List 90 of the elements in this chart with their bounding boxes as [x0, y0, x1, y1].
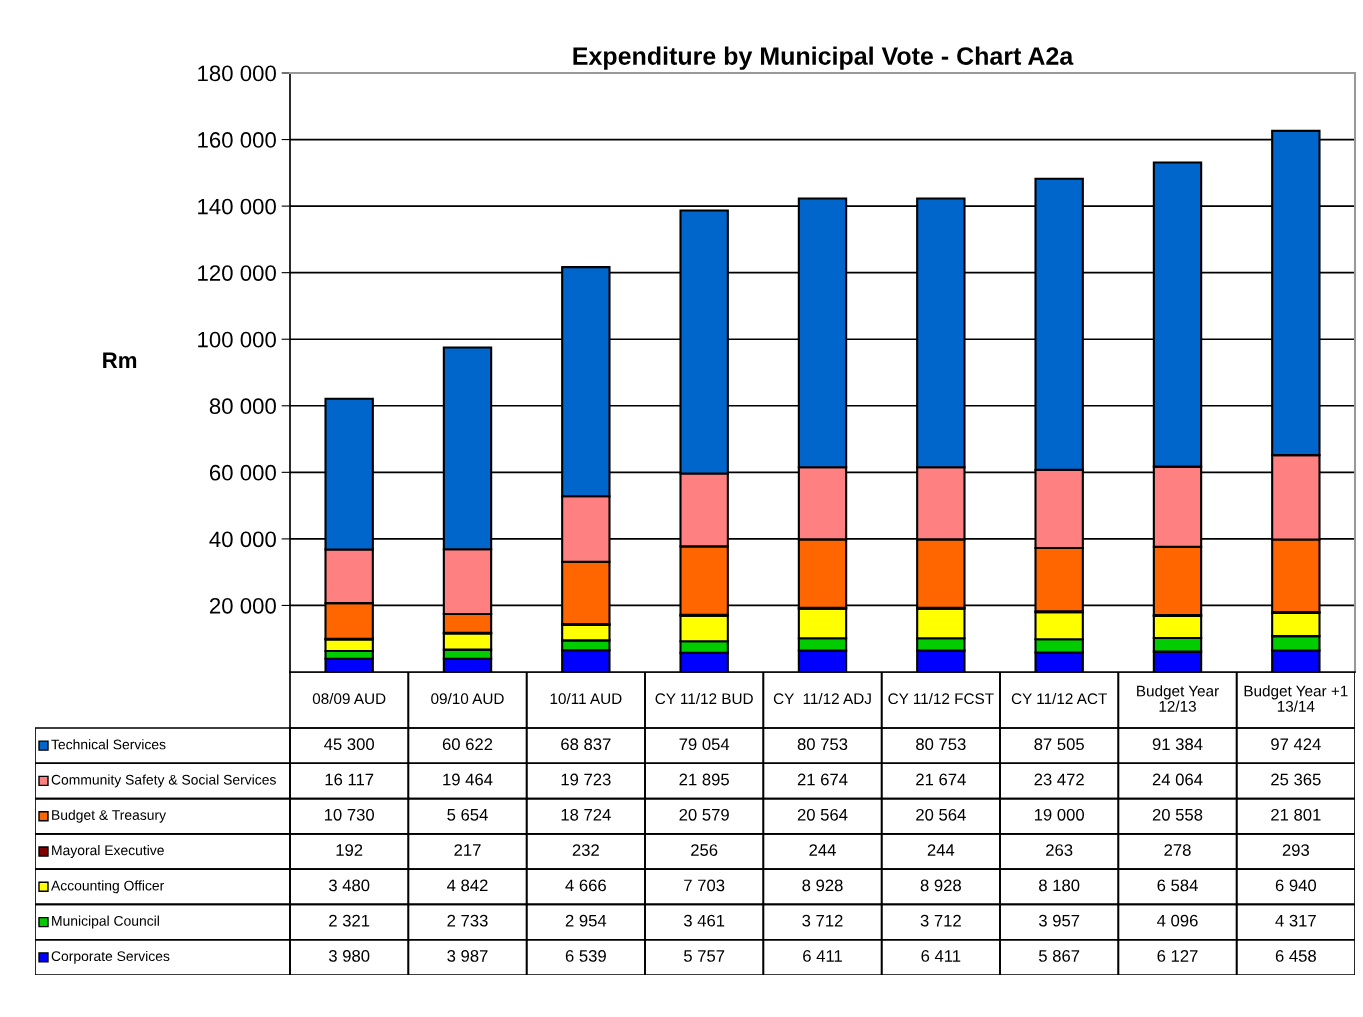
data-label: 6 411	[803, 950, 842, 962]
data-label: 45 300	[324, 738, 375, 751]
data-label: 3 480	[328, 879, 370, 892]
data-label: 192	[336, 844, 363, 856]
data-label: 6 584	[1157, 879, 1198, 892]
data-label: 10 730	[324, 808, 375, 821]
y-axis-title: Rm	[103, 352, 137, 368]
data-label: 6 127	[1157, 950, 1198, 962]
data-label: 20 558	[1152, 808, 1203, 821]
legend-label: Technical Services	[51, 739, 166, 750]
data-label: 3 461	[683, 914, 725, 927]
data-label: 3 987	[447, 950, 488, 962]
x-tick-label: 08/09 AUD	[312, 692, 386, 705]
data-label: 217	[454, 844, 481, 856]
data-label: 91 384	[1152, 738, 1203, 751]
x-tick-label: Budget Year +1 13/14	[1244, 685, 1348, 712]
data-label: 3 712	[920, 914, 961, 927]
data-label: 20 564	[916, 808, 966, 821]
data-label: 23 472	[1034, 773, 1084, 786]
data-label: 6 411	[921, 950, 961, 962]
data-label: 6 940	[1275, 879, 1317, 892]
data-label: 20 579	[679, 808, 729, 821]
data-label: 5 757	[683, 950, 725, 962]
data-label: 5 654	[447, 808, 488, 821]
legend-label: Budget & Treasury	[52, 809, 167, 823]
y-tick-label: 60 000	[209, 464, 276, 481]
data-label: 4 666	[565, 879, 606, 892]
data-label: 5 867	[1038, 950, 1080, 962]
y-tick-label: 100 000	[198, 331, 276, 348]
y-tick-label: 20 000	[209, 597, 276, 614]
y-tick-label: 140 000	[198, 198, 276, 215]
data-label: 244	[809, 844, 836, 856]
data-label: 3 712	[802, 914, 843, 927]
data-label: 21 674	[797, 773, 848, 786]
data-label: 293	[1282, 844, 1310, 856]
data-label: 19 723	[561, 773, 611, 786]
data-label: 16 117	[325, 773, 374, 786]
data-label: 79 054	[679, 738, 730, 751]
data-label: 68 837	[561, 738, 611, 751]
data-label: 4 842	[447, 879, 488, 892]
y-tick-label: 160 000	[198, 132, 276, 148]
data-label: 19 464	[443, 773, 493, 786]
data-label: 97 424	[1271, 738, 1321, 751]
data-label: 232	[572, 844, 599, 856]
data-label: 25 365	[1271, 773, 1321, 786]
data-label: 2 321	[329, 914, 370, 927]
x-tick-label: Budget Year 12/13	[1137, 685, 1219, 712]
y-tick-label: 80 000	[209, 398, 276, 415]
y-tick-label: 180 000	[198, 65, 276, 82]
data-label: 21 895	[679, 773, 729, 786]
x-tick-label: 09/10 AUD	[431, 692, 504, 705]
data-label: 24 064	[1152, 773, 1203, 786]
data-label: 19 000	[1034, 808, 1085, 821]
legend-label: Municipal Council	[52, 915, 159, 929]
data-label: 18 724	[561, 808, 611, 821]
data-label: 7 703	[684, 879, 725, 892]
legend-label: Mayoral Executive	[52, 845, 164, 858]
legend-label: Corporate Services	[51, 950, 170, 964]
data-label: 6 539	[565, 950, 606, 962]
data-label: 80 753	[916, 738, 966, 751]
data-label: 8 928	[920, 879, 961, 892]
y-tick-label: 40 000	[209, 531, 276, 548]
legend-label: Community Safety & Social Services	[51, 774, 276, 788]
data-label: 244	[927, 844, 955, 856]
x-tick-label: 10/11 AUD	[550, 692, 622, 705]
data-label: 4 096	[1157, 914, 1198, 927]
data-label: 60 622	[442, 738, 493, 751]
data-label: 3 957	[1038, 914, 1080, 927]
x-tick-label: CY 11/12 BUD	[655, 692, 753, 705]
data-label: 8 928	[802, 879, 843, 892]
data-label: 8 180	[1039, 879, 1080, 892]
x-tick-label: CY 11/12 FCST	[888, 692, 994, 705]
data-label: 2 733	[447, 914, 488, 927]
data-label: 21 801	[1271, 808, 1321, 821]
legend-label: Accounting Officer	[51, 880, 164, 894]
x-tick-label: CY 11/12 ADJ	[773, 692, 871, 705]
data-label: 256	[691, 844, 718, 856]
data-label: 4 317	[1275, 914, 1316, 927]
x-tick-label: CY 11/12 ACT	[1011, 692, 1107, 705]
data-label: 80 753	[797, 738, 848, 751]
data-label: 2 954	[565, 914, 607, 927]
data-label: 87 505	[1034, 738, 1084, 751]
chart-title: Expenditure by Municipal Vote - Chart A2a	[573, 46, 1074, 70]
data-label: 278	[1164, 844, 1191, 856]
data-label: 21 674	[916, 773, 966, 786]
data-label: 3 980	[328, 950, 370, 962]
data-label: 263	[1046, 844, 1073, 856]
data-label: 20 564	[797, 808, 848, 821]
data-label: 6 458	[1275, 950, 1316, 962]
y-tick-label: 120 000	[198, 265, 276, 281]
